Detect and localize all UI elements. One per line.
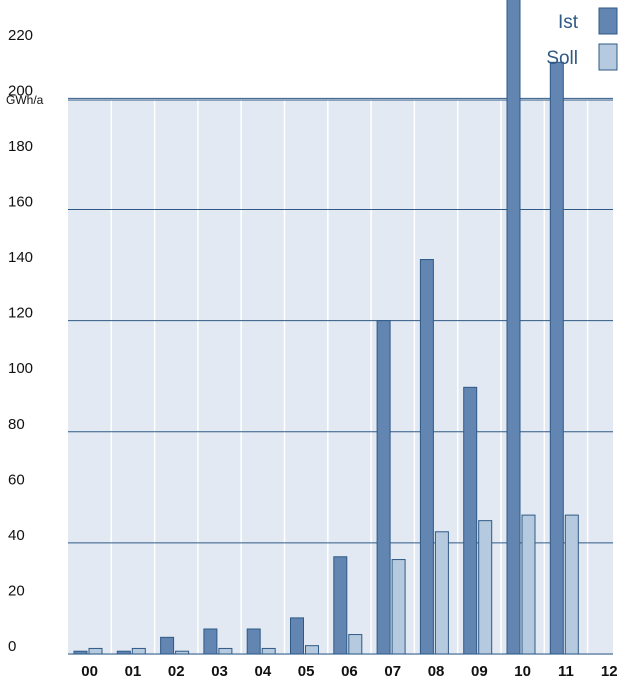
y-tick-label: 120 — [8, 305, 33, 322]
x-tick-label: 11 — [558, 663, 574, 680]
bar-ist-04 — [246, 628, 261, 655]
bar-soll-05 — [305, 645, 319, 655]
bar-soll-03 — [218, 647, 233, 655]
x-tick-label: 03 — [211, 663, 228, 680]
y-tick-label: 100 — [8, 360, 33, 377]
x-tick-label: 05 — [298, 663, 315, 680]
y-tick-label: 20 — [8, 582, 25, 599]
bars — [73, 0, 579, 655]
bar-soll-08 — [434, 531, 449, 655]
y-tick-label: 60 — [8, 471, 25, 488]
x-tick-label: 12 — [601, 663, 618, 680]
bar-ist-00 — [73, 650, 88, 655]
x-tick-label: 02 — [168, 663, 185, 680]
y-tick-label: 160 — [8, 194, 33, 211]
bar-soll-02 — [175, 650, 190, 655]
column-dividers — [110, 100, 589, 654]
bar-ist-03 — [203, 628, 218, 655]
legend: Ist Soll — [546, 7, 618, 71]
bar-soll-11 — [564, 514, 579, 655]
y-axis-unit-label: GWh/a — [6, 93, 44, 107]
y-axis-ticks: 020406080100120140160180200220240 — [8, 27, 33, 655]
y-tick-label: 80 — [8, 416, 25, 433]
y-tick-label: 40 — [8, 527, 25, 544]
legend-label-soll: Soll — [546, 48, 578, 69]
bar-ist-05 — [290, 617, 304, 655]
bar-ist-01 — [116, 650, 131, 655]
x-tick-label: 07 — [384, 663, 401, 680]
bar-soll-00 — [88, 647, 103, 655]
y-tick-label: 0 — [8, 638, 16, 655]
legend-swatch-soll — [598, 43, 618, 71]
x-tick-label: 06 — [341, 663, 358, 680]
bar-ist-11 — [549, 61, 564, 655]
y-tick-label: 220 — [8, 27, 33, 44]
y-tick-label: 200 — [8, 82, 33, 99]
legend-label-ist: Ist — [558, 12, 579, 33]
bar-ist-06 — [333, 556, 348, 655]
bar-soll-10 — [521, 514, 536, 655]
x-tick-label: 09 — [471, 663, 488, 680]
x-tick-label: 08 — [428, 663, 445, 680]
bar-ist-09 — [463, 386, 478, 655]
bar-ist-02 — [160, 636, 175, 655]
bar-soll-07 — [391, 559, 406, 655]
bar-soll-06 — [348, 634, 363, 655]
bar-soll-09 — [478, 520, 493, 655]
legend-swatch-ist — [598, 7, 618, 35]
y-tick-label: 180 — [8, 138, 33, 155]
x-tick-label: 00 — [81, 663, 98, 680]
x-axis-ticks: 00 01 02 03 04 05 06 07 08 09 10 11 12 — [81, 663, 617, 680]
bar-soll-04 — [261, 647, 276, 655]
bar-ist-08 — [419, 259, 434, 655]
x-tick-label: 04 — [255, 663, 272, 680]
x-tick-label: 10 — [514, 663, 531, 680]
y-tick-label: 140 — [8, 249, 33, 266]
bar-ist-07 — [376, 320, 391, 655]
bar-soll-01 — [131, 647, 146, 655]
bar-ist-10 — [506, 0, 521, 655]
x-tick-label: 01 — [125, 663, 142, 680]
